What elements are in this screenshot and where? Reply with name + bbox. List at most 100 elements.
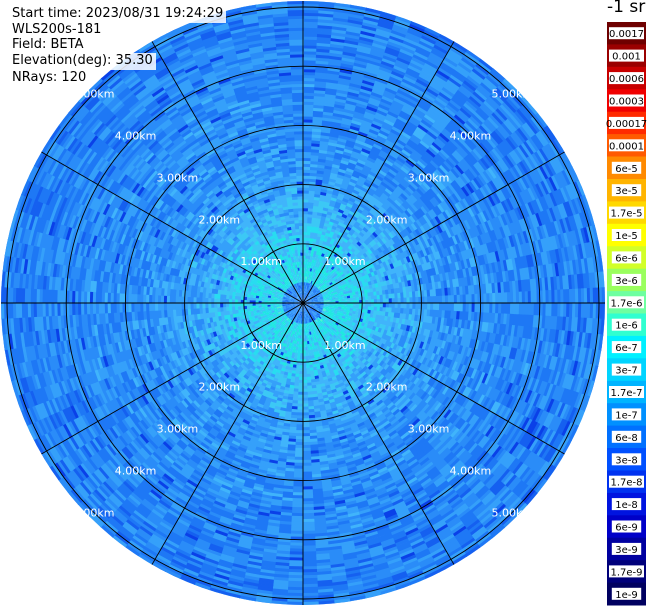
data-cell [305,285,307,289]
data-cell [306,270,309,274]
data-cell [353,303,357,306]
data-cell [593,207,602,226]
data-cell [303,42,318,46]
data-cell [303,296,304,301]
data-cell [303,68,317,73]
data-cell [303,39,318,43]
data-cell [368,303,372,307]
data-cell [303,163,311,168]
data-cell [303,86,316,91]
data-cell [310,232,315,236]
data-cell [312,128,322,133]
data-cell [303,1,320,5]
data-cell [303,98,315,102]
data-cell [303,30,319,35]
data-cell [305,246,310,250]
data-cell [332,22,349,29]
data-cell [303,133,313,138]
data-cell [303,18,319,23]
data-cell [313,202,320,207]
data-cell [332,20,349,26]
data-cell [307,213,313,218]
data-cell [303,145,312,150]
data-cell [306,279,309,283]
data-cell [316,173,324,178]
data-cell [303,255,306,259]
data-cell [303,261,306,265]
data-cell [303,45,318,49]
data-cell [311,137,321,142]
data-cell [303,128,313,132]
data-cell [308,246,313,251]
data-cell [303,139,313,144]
data-cell [312,208,319,213]
data-cell [312,116,324,121]
data-cell [606,319,611,336]
data-cell [310,157,319,162]
data-cell [303,202,309,206]
data-cell [305,252,309,256]
data-cell [312,205,319,210]
data-cell [303,281,306,286]
data-cell [338,298,342,302]
data-cell [303,24,319,29]
data-cell [601,238,605,257]
data-cell [310,154,320,159]
data-cell [309,255,314,260]
data-cell [333,8,351,14]
data-cell [303,234,307,238]
data-cell [314,193,321,198]
data-cell [310,226,316,230]
data-cell [303,113,314,117]
data-cell [344,298,348,301]
data-cell [311,143,321,147]
data-cell [309,169,318,174]
data-cell [307,216,313,221]
data-cell [606,271,611,289]
data-cell [304,264,308,268]
data-cell [303,264,306,268]
data-cell [303,210,309,215]
data-cell [303,175,311,179]
data-cell [309,178,317,183]
data-cell [604,287,605,305]
data-cell [403,297,407,304]
data-cell [303,169,311,173]
data-cell [597,366,605,384]
data-cell [303,104,315,108]
data-cell [350,1,369,5]
data-cell [303,213,308,218]
data-cell [309,181,317,186]
data-cell [303,116,314,120]
data-cell [310,163,319,168]
data-cell [329,43,345,49]
data-cell [329,46,345,52]
data-cell [597,223,605,241]
data-cell [309,237,314,242]
data-cell [303,101,315,105]
data-cell [303,130,313,135]
data-cell [373,303,378,308]
data-cell [305,249,309,253]
data-cell [307,211,313,215]
data-cell [309,258,313,263]
data-cell [303,36,318,40]
data-cell [303,249,306,253]
data-cell [303,74,316,79]
data-cell [303,293,305,298]
data-cell [311,140,321,145]
data-cell [305,258,308,262]
data-cell [304,284,306,289]
data-cell [330,34,347,40]
data-cell [303,216,308,221]
data-cell [308,264,312,269]
data-cell [303,293,305,298]
data-cell [312,214,318,219]
data-cell [332,17,350,23]
data-cell [330,40,346,46]
data-cell [303,296,305,301]
data-cell [303,196,309,200]
data-cell [333,5,351,11]
data-cell [303,33,319,37]
